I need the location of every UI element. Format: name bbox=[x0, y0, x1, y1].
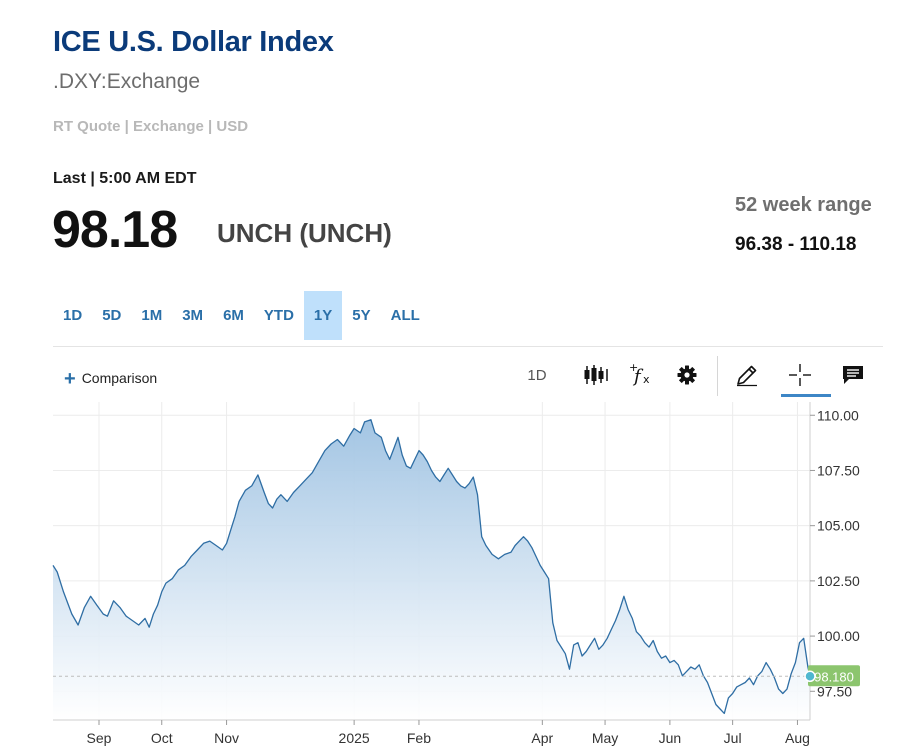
x-tick-label: Apr bbox=[531, 730, 553, 746]
y-tick-label: 110.00 bbox=[817, 407, 859, 423]
plus-icon: + bbox=[64, 368, 76, 390]
last-value-badge bbox=[808, 665, 860, 687]
x-tick-label: 2025 bbox=[339, 730, 370, 746]
tab-all[interactable]: ALL bbox=[390, 307, 420, 324]
tab-1d[interactable]: 1D bbox=[63, 307, 83, 324]
tab-1m[interactable]: 1M bbox=[141, 307, 163, 324]
tabs-divider bbox=[53, 346, 883, 347]
gear-icon[interactable] bbox=[673, 362, 701, 388]
tab-3m[interactable]: 3M bbox=[182, 307, 204, 324]
tab-ytd[interactable]: YTD bbox=[263, 307, 294, 324]
x-tick-label: Aug bbox=[785, 730, 810, 746]
y-tick-label: 107.50 bbox=[817, 462, 860, 478]
tab-1y[interactable]: 1Y bbox=[303, 291, 343, 340]
series-area bbox=[53, 419, 810, 720]
last-value-label: 98.180 bbox=[814, 669, 854, 684]
tab-5y[interactable]: 5Y bbox=[352, 307, 371, 324]
last-value-dot bbox=[804, 670, 816, 683]
price-change: UNCH (UNCH) bbox=[217, 218, 392, 248]
candlestick-icon[interactable] bbox=[582, 362, 610, 388]
range-label: 52 week range bbox=[735, 194, 872, 216]
chart-toolbar: + Comparison 1D + f x bbox=[53, 352, 883, 398]
x-tick-label: Feb bbox=[407, 730, 431, 746]
page-title: ICE U.S. Dollar Index bbox=[53, 26, 334, 58]
quote-meta: RT Quote | Exchange | USD bbox=[53, 118, 249, 135]
y-tick-label: 105.00 bbox=[817, 518, 860, 534]
x-tick-label: Sep bbox=[87, 730, 112, 746]
price-chart[interactable]: 110.00 107.50 105.00 102.50 100.00 97.50 Sep Oc… bbox=[0, 400, 917, 753]
tab-5d[interactable]: 5D bbox=[102, 307, 122, 324]
toolbar-separator bbox=[717, 356, 718, 396]
interval-selector[interactable]: 1D bbox=[527, 366, 547, 384]
comment-icon[interactable] bbox=[839, 362, 867, 388]
svg-text:+: + bbox=[629, 363, 638, 374]
x-tick-label: Jun bbox=[659, 730, 682, 746]
x-tick-label: Oct bbox=[151, 730, 173, 746]
comparison-button[interactable]: + Comparison bbox=[64, 368, 157, 391]
x-tick-label: Jul bbox=[724, 730, 742, 746]
symbol-label: .DXY:Exchange bbox=[53, 70, 201, 93]
comparison-label: Comparison bbox=[81, 370, 158, 386]
x-tick-label: May bbox=[592, 730, 618, 746]
pencil-icon[interactable] bbox=[733, 362, 761, 388]
x-tick-label: Nov bbox=[214, 730, 239, 746]
tab-6m[interactable]: 6M bbox=[223, 307, 244, 324]
last-price: 98.18 bbox=[52, 201, 178, 259]
last-trade-time: Last | 5:00 AM EDT bbox=[53, 170, 197, 187]
range-value: 96.38 - 110.18 bbox=[735, 234, 857, 255]
svg-text:x: x bbox=[643, 373, 650, 386]
active-tool-indicator bbox=[781, 394, 831, 397]
y-tick-label: 97.50 bbox=[817, 683, 852, 699]
function-icon[interactable]: + f x bbox=[627, 362, 655, 388]
y-tick-label: 100.00 bbox=[817, 628, 860, 644]
crosshair-icon[interactable] bbox=[786, 362, 814, 388]
timeframe-tabs: 1D 5D 1M 3M 6M YTD 1Y 5Y ALL bbox=[53, 291, 430, 340]
series-line bbox=[52, 419, 811, 715]
y-tick-label: 102.50 bbox=[817, 573, 860, 589]
